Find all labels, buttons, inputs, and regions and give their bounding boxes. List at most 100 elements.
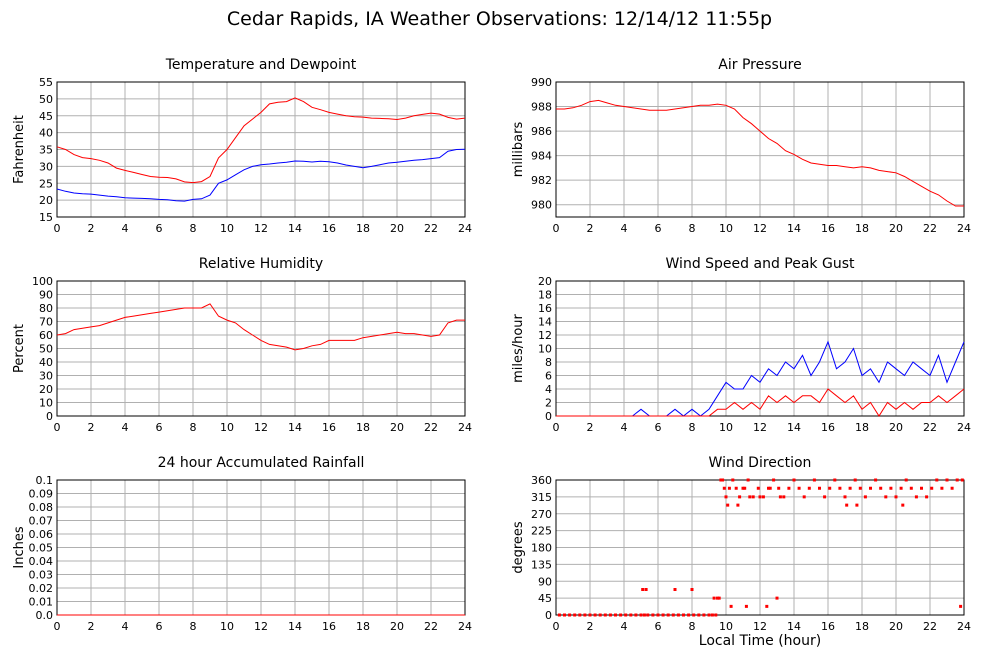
y-tick-label: 0.0 — [36, 609, 54, 622]
data-point — [734, 486, 738, 490]
data-point — [751, 495, 755, 499]
y-tick-label: 20 — [538, 275, 552, 288]
x-axis-title: Local Time (hour) — [698, 633, 822, 649]
data-point — [682, 613, 685, 617]
data-point — [563, 613, 566, 617]
series-line-2 — [556, 388, 965, 417]
y-tick-label: 60 — [39, 329, 53, 342]
y-tick-label: 45 — [39, 110, 53, 123]
x-tick-label: 4 — [122, 222, 129, 235]
data-point — [869, 486, 872, 490]
data-point — [772, 478, 776, 482]
data-point — [792, 478, 796, 482]
data-point — [676, 613, 680, 617]
data-point — [583, 613, 587, 617]
y-axis-label: Percent — [12, 324, 27, 373]
y-tick-label: 80 — [39, 302, 53, 315]
data-point — [714, 613, 718, 617]
y-tick-label: 2 — [545, 397, 552, 410]
data-point — [641, 588, 645, 591]
y-tick-label: 8 — [545, 356, 552, 369]
data-point — [930, 486, 934, 490]
data-point — [721, 478, 725, 482]
data-point — [797, 486, 801, 490]
data-point — [646, 613, 650, 617]
data-point — [743, 486, 747, 490]
x-tick-label: 22 — [424, 620, 438, 633]
y-axis-label: millibars — [511, 122, 526, 178]
plot-frame — [555, 280, 965, 417]
x-tick-label: 4 — [122, 620, 129, 633]
data-point — [904, 478, 908, 482]
data-point — [729, 604, 733, 608]
x-tick-label: 0 — [553, 620, 560, 633]
x-tick-label: 14 — [787, 222, 801, 235]
data-point — [639, 613, 643, 617]
y-tick-label: 0.1 — [36, 474, 54, 487]
x-tick-label: 18 — [855, 421, 869, 434]
data-point — [802, 495, 806, 499]
data-point — [644, 588, 648, 591]
x-tick-label: 8 — [689, 421, 696, 434]
data-point — [758, 495, 762, 499]
y-axis-label: Inches — [12, 526, 27, 568]
data-point — [722, 486, 726, 490]
data-point — [807, 486, 811, 490]
y-tick-label: 90 — [538, 575, 552, 588]
y-tick-label: 55 — [39, 76, 53, 89]
x-tick-label: 22 — [424, 222, 438, 235]
x-tick-label: 2 — [587, 620, 594, 633]
x-tick-label: 2 — [587, 222, 594, 235]
data-point — [651, 613, 655, 617]
chart-title: Air Pressure — [718, 57, 801, 73]
x-tick-label: 22 — [923, 222, 937, 235]
data-point — [673, 588, 677, 591]
data-point — [702, 613, 706, 617]
data-point — [775, 596, 779, 600]
data-point — [914, 495, 918, 499]
data-point — [838, 486, 842, 490]
x-tick-label: 2 — [88, 421, 95, 434]
x-tick-label: 4 — [621, 222, 628, 235]
y-tick-label: 135 — [531, 558, 552, 571]
y-tick-label: 15 — [39, 211, 53, 224]
data-point — [578, 613, 582, 617]
y-tick-label: 225 — [531, 525, 552, 538]
x-tick-label: 24 — [458, 421, 472, 434]
y-tick-label: 4 — [545, 383, 552, 396]
x-tick-label: 10 — [220, 620, 234, 633]
x-tick-label: 24 — [957, 222, 971, 235]
x-tick-label: 12 — [254, 620, 268, 633]
y-tick-label: 270 — [531, 508, 552, 521]
x-tick-label: 0 — [553, 421, 560, 434]
data-point — [656, 613, 660, 617]
x-tick-label: 6 — [655, 421, 662, 434]
x-tick-label: 8 — [689, 222, 696, 235]
x-tick-label: 20 — [390, 620, 404, 633]
series-line-1 — [56, 97, 466, 184]
x-tick-label: 20 — [889, 222, 903, 235]
data-point — [899, 486, 903, 490]
data-point — [726, 503, 730, 507]
y-tick-label: 45 — [538, 592, 552, 605]
y-tick-label: 20 — [39, 194, 53, 207]
data-point — [666, 613, 670, 617]
x-tick-label: 18 — [356, 620, 370, 633]
y-tick-label: 0 — [46, 410, 53, 423]
data-point — [568, 613, 572, 617]
data-point — [828, 486, 832, 490]
y-tick-label: 50 — [39, 93, 53, 106]
x-tick-label: 20 — [390, 421, 404, 434]
x-tick-label: 12 — [254, 421, 268, 434]
x-tick-label: 4 — [621, 620, 628, 633]
data-point — [818, 486, 821, 490]
y-tick-label: 980 — [531, 199, 552, 212]
x-tick-label: 20 — [889, 620, 903, 633]
data-point — [710, 613, 714, 617]
x-tick-label: 12 — [753, 421, 767, 434]
x-tick-label: 2 — [88, 222, 95, 235]
y-tick-label: 10 — [538, 343, 552, 356]
y-tick-label: 0.02 — [29, 582, 54, 595]
data-point — [959, 604, 963, 608]
x-tick-label: 14 — [288, 421, 302, 434]
